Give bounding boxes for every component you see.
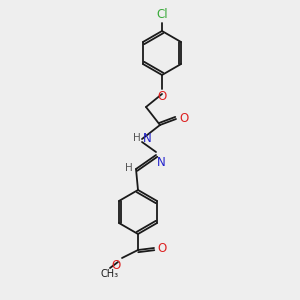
Text: N: N: [157, 156, 166, 169]
Text: O: O: [112, 259, 121, 272]
Text: N: N: [143, 131, 152, 145]
Text: O: O: [179, 112, 188, 124]
Text: H: H: [133, 133, 141, 143]
Text: H: H: [125, 163, 133, 173]
Text: O: O: [157, 242, 166, 254]
Text: CH₃: CH₃: [101, 269, 119, 279]
Text: O: O: [158, 90, 166, 103]
Text: Cl: Cl: [156, 8, 168, 21]
